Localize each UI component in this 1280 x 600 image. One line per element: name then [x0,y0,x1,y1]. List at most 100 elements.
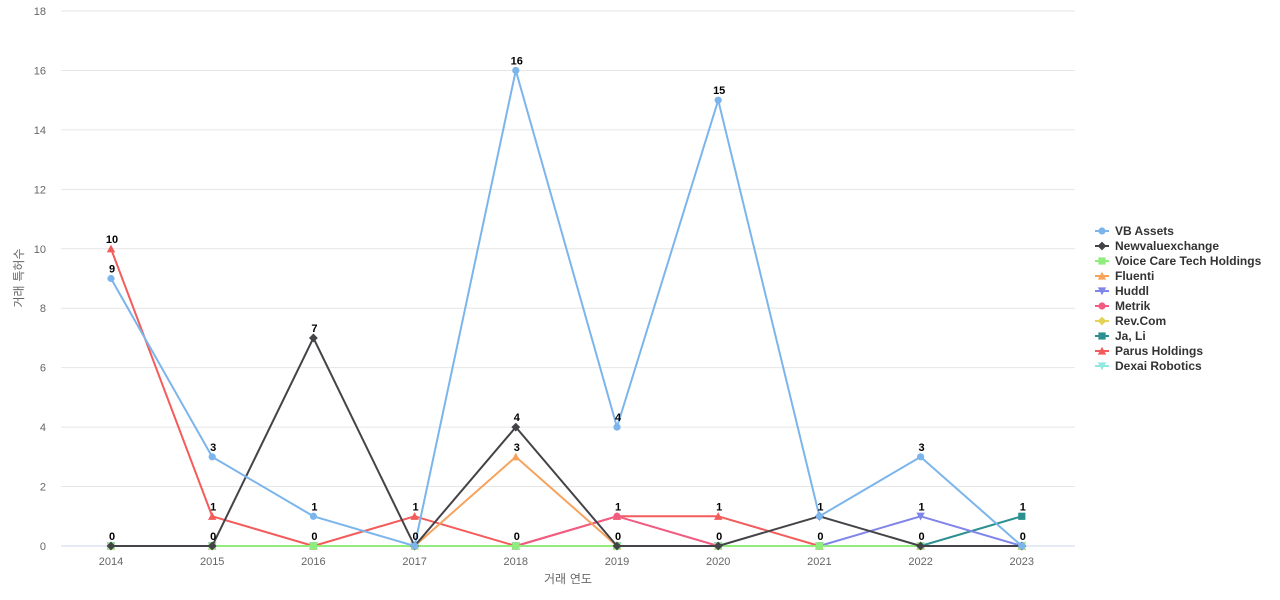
data-label: 0 [109,531,115,543]
data-point [612,541,622,551]
data-point [512,542,520,550]
y-tick-label: 14 [34,125,46,137]
legend-item[interactable]: Ja, Li [1095,329,1146,343]
series-newvaluexchange[interactable] [106,333,1027,551]
data-point [815,542,823,550]
x-tick-label: 2015 [200,556,224,568]
data-label: 1 [919,501,925,513]
legend-item[interactable]: Voice Care Tech Holdings [1095,254,1262,268]
data-label: 0 [311,531,317,543]
data-point [309,542,317,550]
legend-label: Huddl [1115,284,1149,298]
data-label: 3 [919,442,925,454]
legend-marker [1097,287,1107,296]
legend-label: Voice Care Tech Holdings [1115,254,1262,268]
data-point [714,512,723,520]
series-line [110,515,1023,547]
y-tick-label: 16 [34,65,46,77]
data-point [613,512,621,520]
data-label: 3 [514,442,520,454]
x-tick-label: 2021 [807,556,831,568]
data-point [208,512,217,520]
data-point [106,541,116,551]
legend-label: Parus Holdings [1115,344,1203,358]
legend-item[interactable]: Newvaluexchange [1095,239,1219,253]
legend-marker [1097,316,1107,326]
data-label: 0 [919,531,925,543]
series-fluenti[interactable] [106,452,1026,550]
data-point [613,423,621,431]
data-point [208,453,216,461]
series-line [110,455,1023,547]
legend-label: Metrik [1115,299,1151,313]
y-tick-label: 4 [40,422,46,434]
series-parus-holdings[interactable] [106,244,1026,550]
series-metrik[interactable] [107,512,1026,550]
series-voice-care-tech-holdings[interactable] [107,542,1026,550]
series-line [110,336,1023,547]
y-tick-label: 0 [40,541,46,553]
data-point [106,244,116,253]
data-label: 3 [210,442,216,454]
data-label: 0 [716,531,722,543]
y-axis-ticks: 0 2 4 6 8 10 12 14 16 18 [34,6,46,553]
data-label: 0 [1020,531,1026,543]
data-label: 10 [106,234,118,246]
data-point [815,512,824,520]
legend-label: Dexai Robotics [1115,359,1202,373]
legend-marker [1097,241,1107,251]
data-point [207,541,217,551]
x-tick-label: 2014 [99,556,123,568]
y-axis-title: 거래 특허수 [12,248,26,307]
x-tick-label: 2023 [1010,556,1034,568]
series-line [110,69,1023,547]
legend-item[interactable]: Fluenti [1095,269,1154,283]
legend-marker [1098,257,1106,265]
data-point [411,542,419,550]
data-point [916,541,925,551]
legend-item[interactable]: Parus Holdings [1095,344,1203,358]
x-tick-label: 2020 [706,556,730,568]
legend-marker [1097,346,1107,355]
data-point [916,512,925,521]
legend-marker [1098,332,1106,340]
legend-label: Rev.Com [1115,314,1166,328]
x-tick-label: 2018 [504,556,528,568]
legend-item[interactable]: VB Assets [1095,224,1174,238]
x-tick-label: 2016 [301,556,325,568]
data-point [1018,542,1026,550]
x-tick-label: 2019 [605,556,629,568]
legend-item[interactable]: Huddl [1095,284,1149,298]
data-point [714,96,722,104]
series-vb-assets[interactable] [107,66,1026,550]
data-label: 0 [514,531,520,543]
data-point [511,422,521,432]
legend-marker [1097,362,1107,371]
data-label: 0 [413,531,419,543]
data-point [511,452,520,461]
y-tick-label: 12 [34,184,46,196]
data-label: 1 [716,501,722,513]
y-tick-label: 18 [34,6,46,18]
series-lines [106,66,1027,551]
y-tick-label: 6 [40,363,46,375]
data-label: 9 [109,264,115,276]
data-label: 1 [311,501,317,513]
y-tick-label: 2 [40,482,46,494]
legend-item[interactable]: Dexai Robotics [1095,359,1202,373]
data-label: 0 [615,531,621,543]
data-label: 1 [210,501,216,513]
data-label: 7 [311,323,317,335]
legend-item[interactable]: Rev.Com [1095,314,1166,328]
data-point [410,512,419,520]
data-label: 4 [615,412,622,424]
legend-label: Newvaluexchange [1115,239,1219,253]
data-label: 1 [817,501,823,513]
legend-marker [1097,271,1107,280]
legend-item[interactable]: Metrik [1095,299,1151,313]
x-axis-ticks: 2014 2015 2016 2017 2018 2019 2020 2021 2022 2023 [99,556,1034,568]
data-label: 1 [1020,501,1026,513]
data-point [917,453,925,461]
